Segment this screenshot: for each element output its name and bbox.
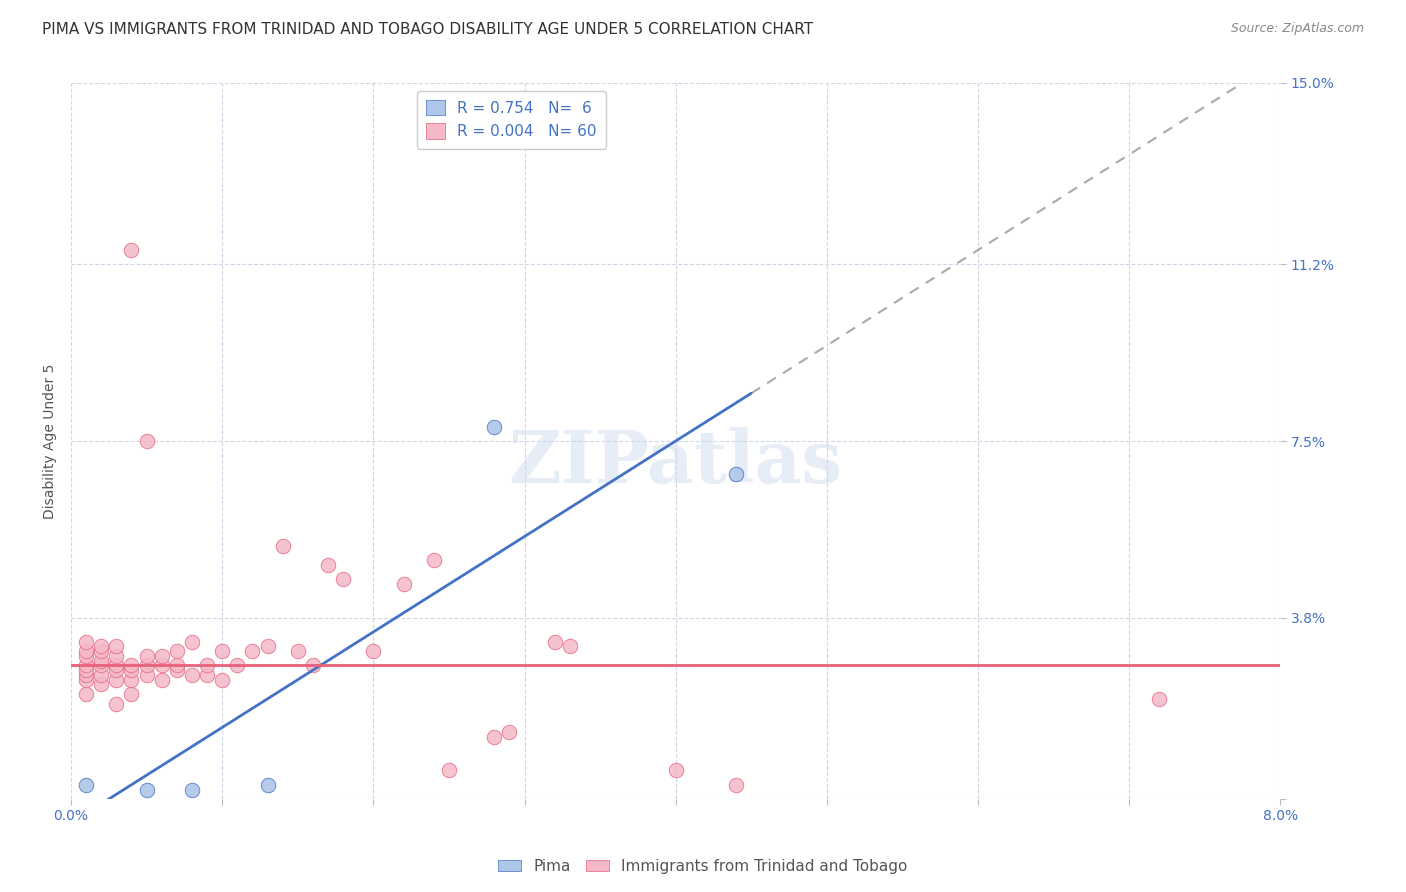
Point xyxy=(271,539,294,553)
Point xyxy=(90,640,112,654)
Point xyxy=(498,725,520,739)
Y-axis label: Disability Age Under 5: Disability Age Under 5 xyxy=(44,363,58,518)
Point xyxy=(75,634,97,648)
Point xyxy=(166,644,188,658)
Point xyxy=(105,648,128,663)
Text: PIMA VS IMMIGRANTS FROM TRINIDAD AND TOBAGO DISABILITY AGE UNDER 5 CORRELATION C: PIMA VS IMMIGRANTS FROM TRINIDAD AND TOB… xyxy=(42,22,813,37)
Point xyxy=(392,577,415,591)
Point xyxy=(75,668,97,682)
Point xyxy=(181,634,204,648)
Point xyxy=(121,663,143,677)
Point xyxy=(135,668,157,682)
Point xyxy=(302,658,325,673)
Point xyxy=(105,663,128,677)
Point xyxy=(287,644,309,658)
Point xyxy=(121,673,143,687)
Point xyxy=(484,419,506,434)
Point xyxy=(725,778,748,792)
Point xyxy=(316,558,339,573)
Point xyxy=(75,687,97,701)
Legend: Pima, Immigrants from Trinidad and Tobago: Pima, Immigrants from Trinidad and Tobag… xyxy=(492,853,914,880)
Point xyxy=(75,648,97,663)
Point xyxy=(181,782,204,797)
Point xyxy=(363,644,385,658)
Point xyxy=(105,640,128,654)
Point xyxy=(181,668,204,682)
Text: ZIPatlas: ZIPatlas xyxy=(509,427,842,498)
Legend: R = 0.754   N=  6, R = 0.004   N= 60: R = 0.754 N= 6, R = 0.004 N= 60 xyxy=(418,91,606,149)
Point xyxy=(150,658,173,673)
Point xyxy=(166,663,188,677)
Point xyxy=(75,663,97,677)
Point xyxy=(166,658,188,673)
Point xyxy=(121,243,143,257)
Point xyxy=(150,673,173,687)
Point xyxy=(121,687,143,701)
Point xyxy=(665,764,688,778)
Point xyxy=(90,654,112,668)
Point xyxy=(135,782,157,797)
Point xyxy=(725,467,748,482)
Text: Source: ZipAtlas.com: Source: ZipAtlas.com xyxy=(1230,22,1364,36)
Point xyxy=(437,764,460,778)
Point xyxy=(211,673,233,687)
Point xyxy=(256,640,278,654)
Point xyxy=(75,644,97,658)
Point xyxy=(90,658,112,673)
Point xyxy=(423,553,446,567)
Point xyxy=(105,697,128,711)
Point xyxy=(195,668,218,682)
Point xyxy=(135,434,157,448)
Point xyxy=(256,778,278,792)
Point xyxy=(195,658,218,673)
Point xyxy=(75,658,97,673)
Point xyxy=(544,634,567,648)
Point xyxy=(1149,691,1171,706)
Point xyxy=(484,730,506,744)
Point xyxy=(90,677,112,691)
Point xyxy=(558,640,581,654)
Point xyxy=(332,573,354,587)
Point xyxy=(150,648,173,663)
Point xyxy=(105,673,128,687)
Point xyxy=(90,668,112,682)
Point xyxy=(226,658,249,673)
Point xyxy=(105,658,128,673)
Point xyxy=(211,644,233,658)
Point xyxy=(135,648,157,663)
Point xyxy=(75,778,97,792)
Point xyxy=(75,673,97,687)
Point xyxy=(135,658,157,673)
Point xyxy=(90,644,112,658)
Point xyxy=(242,644,264,658)
Point xyxy=(121,658,143,673)
